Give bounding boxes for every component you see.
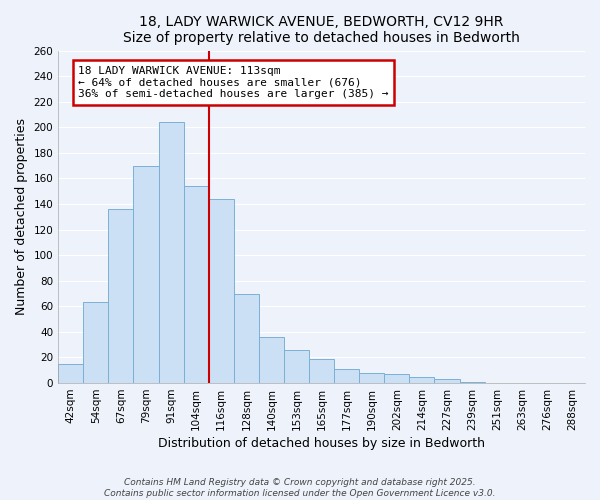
Bar [58, 364, 83, 383]
Bar [284, 350, 309, 383]
X-axis label: Distribution of detached houses by size in Bedworth: Distribution of detached houses by size … [158, 437, 485, 450]
Bar [209, 199, 234, 383]
Title: 18, LADY WARWICK AVENUE, BEDWORTH, CV12 9HR
Size of property relative to detache: 18, LADY WARWICK AVENUE, BEDWORTH, CV12 … [123, 15, 520, 45]
Bar [184, 186, 209, 383]
Bar [158, 122, 184, 383]
Bar [133, 166, 158, 383]
Bar [334, 369, 359, 383]
Bar [359, 373, 385, 383]
Bar [234, 294, 259, 383]
Text: 18 LADY WARWICK AVENUE: 113sqm
← 64% of detached houses are smaller (676)
36% of: 18 LADY WARWICK AVENUE: 113sqm ← 64% of … [78, 66, 389, 99]
Bar [409, 376, 434, 383]
Bar [385, 374, 409, 383]
Bar [259, 337, 284, 383]
Bar [309, 359, 334, 383]
Bar [83, 302, 109, 383]
Y-axis label: Number of detached properties: Number of detached properties [15, 118, 28, 316]
Bar [460, 382, 485, 383]
Bar [434, 379, 460, 383]
Bar [109, 209, 133, 383]
Text: Contains HM Land Registry data © Crown copyright and database right 2025.
Contai: Contains HM Land Registry data © Crown c… [104, 478, 496, 498]
